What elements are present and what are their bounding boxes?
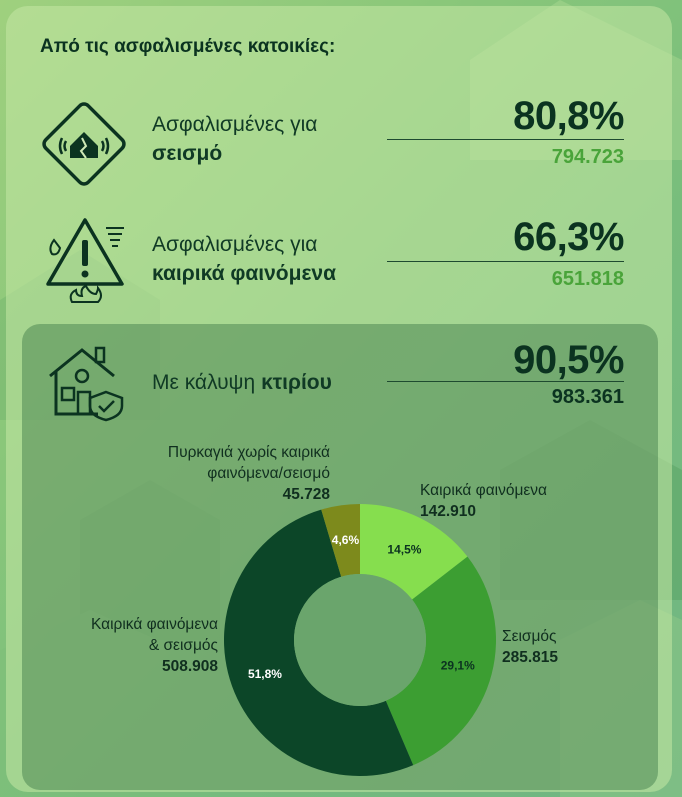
donut-slice-earthquake xyxy=(385,556,496,766)
donut-hole xyxy=(294,574,426,706)
percent-weather: 66,3% xyxy=(513,215,624,259)
annotation-both: Καιρικά φαινόμενα & σεισμός 508.908 xyxy=(90,616,218,675)
divider-weather xyxy=(387,261,624,262)
house-earthquake-icon xyxy=(42,102,126,186)
stat-label-weather: Ασφαλισμένες για καιρικά φαινόμενα xyxy=(152,233,337,285)
divider-building xyxy=(387,381,624,382)
annotation-weather: Καιρικά φαινόμενα 142.910 xyxy=(420,482,548,520)
divider-earthquake xyxy=(387,139,624,140)
donut-slice-weather xyxy=(360,504,468,600)
donut-label-weather-and-earthquake: 51,8% xyxy=(248,667,282,681)
coverage-donut-chart: 14,5% 29,1% 51,8% 4,6% xyxy=(223,504,496,777)
house-shield-icon xyxy=(49,346,124,422)
stat-label-earthquake: Ασφαλισμένες για σεισμό xyxy=(152,113,318,165)
donut-slice-fire xyxy=(321,504,360,577)
annotation-earthquake: Σεισμός 285.815 xyxy=(502,628,559,666)
annotation-fire: Πυρκαγιά χωρίς καιρικά φαινόμενα/σεισμό … xyxy=(167,444,330,503)
percent-building: 90,5% xyxy=(513,338,624,382)
count-building: 983.361 xyxy=(551,386,624,408)
count-weather: 651.818 xyxy=(551,268,624,290)
donut-label-weather: 14,5% xyxy=(387,542,421,556)
donut-label-fire: 4,6% xyxy=(332,533,360,547)
count-earthquake: 794.723 xyxy=(551,146,624,168)
stat-label-building: Με κάλυψη κτιρίου xyxy=(152,371,332,394)
percent-earthquake: 80,8% xyxy=(513,94,624,138)
page-title: Από τις ασφαλισμένες κατοικίες: xyxy=(40,36,336,57)
donut-slice-weather-and-earthquake xyxy=(223,509,414,777)
warning-weather-icon xyxy=(46,218,124,303)
donut-label-earthquake: 29,1% xyxy=(441,658,475,672)
